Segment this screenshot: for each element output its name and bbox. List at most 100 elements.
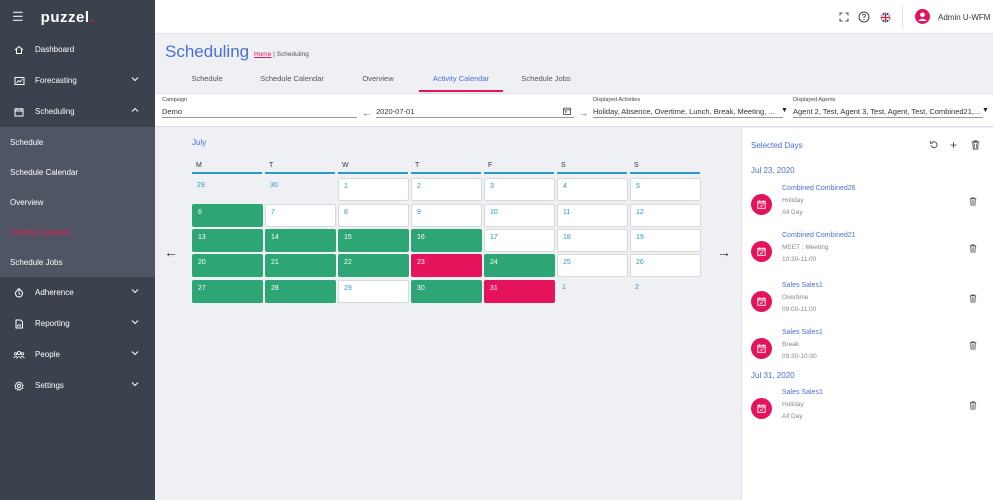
- chevron-down-icon[interactable]: [131, 349, 139, 358]
- displayed-activities-field[interactable]: Displayed Activities Holiday, Absence, O…: [593, 97, 783, 118]
- chevron-down-icon[interactable]: [131, 380, 139, 389]
- calendar-day-cell[interactable]: 5: [630, 178, 701, 201]
- activity-entry[interactable]: Sales Sales1 Holiday All Day: [751, 389, 987, 435]
- calendar-day-cell[interactable]: 29: [338, 280, 409, 303]
- displayed-agents-select[interactable]: Agent 2, Test, Agent 3, Test, Agent, Tes…: [793, 107, 983, 118]
- calendar-day-cell[interactable]: 22: [338, 254, 409, 277]
- submenu-item-overview[interactable]: Overview: [10, 197, 44, 207]
- calendar-day-cell[interactable]: 16: [411, 229, 482, 252]
- chevron-down-icon[interactable]: [131, 75, 139, 84]
- calendar-day-cell[interactable]: 3: [484, 178, 555, 201]
- fullscreen-icon[interactable]: [837, 10, 851, 24]
- date-field[interactable]: 2020-07-01: [376, 97, 574, 118]
- activity-entry[interactable]: Combined Combined26 Holiday All Day: [751, 185, 987, 231]
- sidebar-item-reporting[interactable]: Reporting: [0, 308, 155, 339]
- campaign-field[interactable]: Campaign Demo: [162, 97, 357, 118]
- calendar-day-cell[interactable]: 13: [192, 229, 263, 252]
- calendar-day-cell[interactable]: 4: [557, 178, 628, 201]
- trash-icon[interactable]: [969, 341, 977, 352]
- submenu-item-schedule[interactable]: Schedule: [10, 137, 44, 147]
- caret-down-icon[interactable]: ▼: [781, 107, 788, 114]
- date-input[interactable]: 2020-07-01: [376, 107, 574, 118]
- calendar-day-cell[interactable]: 14: [265, 229, 336, 252]
- calendar-day-cell[interactable]: 19: [630, 229, 701, 252]
- tab-overview[interactable]: Overview: [362, 74, 394, 83]
- calendar-day-cell[interactable]: 1: [338, 178, 409, 201]
- sidebar-item-label: Scheduling: [35, 107, 75, 116]
- add-icon[interactable]: +: [950, 138, 958, 152]
- calendar-day-cell[interactable]: 24: [484, 254, 555, 277]
- sidebar-item-forecasting[interactable]: Forecasting: [0, 65, 155, 96]
- submenu-item-schedule-jobs[interactable]: Schedule Jobs: [10, 257, 63, 267]
- calendar-day-cell[interactable]: 2: [411, 178, 482, 201]
- chevron-down-icon[interactable]: [131, 287, 139, 296]
- calendar-day-cell[interactable]: 26: [630, 254, 701, 277]
- weekday-header: M: [192, 162, 262, 174]
- page-title: Scheduling: [165, 42, 250, 61]
- sidebar-item-dashboard[interactable]: Dashboard: [0, 34, 155, 65]
- tab-schedule[interactable]: Schedule: [191, 74, 223, 83]
- sidebar-item-settings[interactable]: Settings: [0, 370, 155, 401]
- calendar-day-cell[interactable]: 10: [484, 204, 555, 227]
- calendar-day-cell[interactable]: 1: [562, 284, 566, 291]
- calendar-day-cell[interactable]: 6: [192, 204, 263, 227]
- trash-icon[interactable]: [969, 244, 977, 255]
- calendar-day-cell[interactable]: 31: [484, 280, 555, 303]
- next-month-arrow-icon[interactable]: →: [717, 244, 731, 260]
- tab-schedule-jobs[interactable]: Schedule Jobs: [521, 74, 571, 83]
- arrow-right-icon[interactable]: →: [579, 108, 588, 118]
- calendar-day-cell[interactable]: 30: [270, 182, 278, 189]
- calendar-day-cell[interactable]: 2: [635, 284, 639, 291]
- user-menu[interactable]: Admin U-WFM: [915, 9, 990, 26]
- trash-icon[interactable]: [969, 401, 977, 412]
- displayed-activities-select[interactable]: Holiday, Absence, Overtime, Lunch, Break…: [593, 107, 783, 118]
- prev-month-arrow-icon[interactable]: ←: [164, 244, 178, 260]
- arrow-left-icon[interactable]: ←: [362, 108, 371, 118]
- tab-activity-calendar[interactable]: Activity Calendar: [419, 68, 503, 92]
- calendar-day-cell[interactable]: 28: [265, 280, 336, 303]
- sidebar-item-people[interactable]: People: [0, 339, 155, 370]
- calendar-day-cell[interactable]: 15: [338, 229, 409, 252]
- submenu-item-schedule-calendar[interactable]: Schedule Calendar: [10, 167, 79, 177]
- help-icon[interactable]: [857, 10, 871, 24]
- calendar-day-cell[interactable]: 21: [265, 254, 336, 277]
- menu-icon[interactable]: ☰: [12, 9, 24, 24]
- tab-schedule-calendar[interactable]: Schedule Calendar: [260, 74, 324, 83]
- calendar-day-cell[interactable]: 20: [192, 254, 263, 277]
- uk-flag-icon[interactable]: [878, 10, 892, 24]
- agent-name: Sales Sales1: [782, 282, 823, 289]
- displayed-agents-field[interactable]: Displayed Agents Agent 2, Test, Agent 3,…: [793, 97, 983, 118]
- activity-entry[interactable]: Sales Sales1 Break 09:30-10:00: [751, 329, 987, 375]
- calendar-day-cell[interactable]: 7: [265, 204, 336, 227]
- activity-entry[interactable]: Sales Sales1 Overtime 09:00-11:00: [751, 282, 987, 328]
- calendar-day-cell[interactable]: 11: [557, 204, 628, 227]
- calendar-day-cell[interactable]: 8: [338, 204, 409, 227]
- submenu-item-activity-calendar[interactable]: Activity Calendar: [10, 227, 71, 237]
- weekday-header: S: [630, 162, 700, 174]
- calendar-day-cell[interactable]: 18: [557, 229, 628, 252]
- calendar-day-cell[interactable]: 30: [411, 280, 482, 303]
- sidebar-item-adherence[interactable]: Adherence: [0, 277, 155, 308]
- calendar-picker-icon[interactable]: [563, 107, 571, 117]
- user-avatar-icon[interactable]: [915, 9, 930, 26]
- user-name: Admin U-WFM: [938, 13, 991, 22]
- calendar-day-cell[interactable]: 25: [557, 254, 628, 277]
- calendar-day-cell[interactable]: 12: [630, 204, 701, 227]
- activity-entry[interactable]: Combined Combined21 MEET : Meeting 10:30-1…: [751, 232, 987, 278]
- breadcrumb-home-link[interactable]: Home: [254, 51, 272, 58]
- trash-icon[interactable]: [969, 197, 977, 208]
- calendar-day-cell[interactable]: 17: [484, 229, 555, 252]
- caret-down-icon[interactable]: ▼: [982, 107, 989, 114]
- trash-icon[interactable]: [969, 294, 977, 305]
- chevron-up-icon[interactable]: [131, 106, 139, 115]
- calendar-day-cell[interactable]: 27: [192, 280, 263, 303]
- sidebar-item-scheduling[interactable]: Scheduling: [0, 96, 155, 127]
- calendar-day-cell[interactable]: 23: [411, 254, 482, 277]
- trash-icon[interactable]: [971, 140, 980, 153]
- selected-day-date: Jul 23, 2020: [751, 166, 795, 175]
- chevron-down-icon[interactable]: [131, 318, 139, 327]
- campaign-input[interactable]: Demo: [162, 107, 357, 118]
- calendar-day-cell[interactable]: 9: [411, 204, 482, 227]
- reset-icon[interactable]: [929, 140, 939, 153]
- calendar-day-cell[interactable]: 29: [197, 182, 205, 189]
